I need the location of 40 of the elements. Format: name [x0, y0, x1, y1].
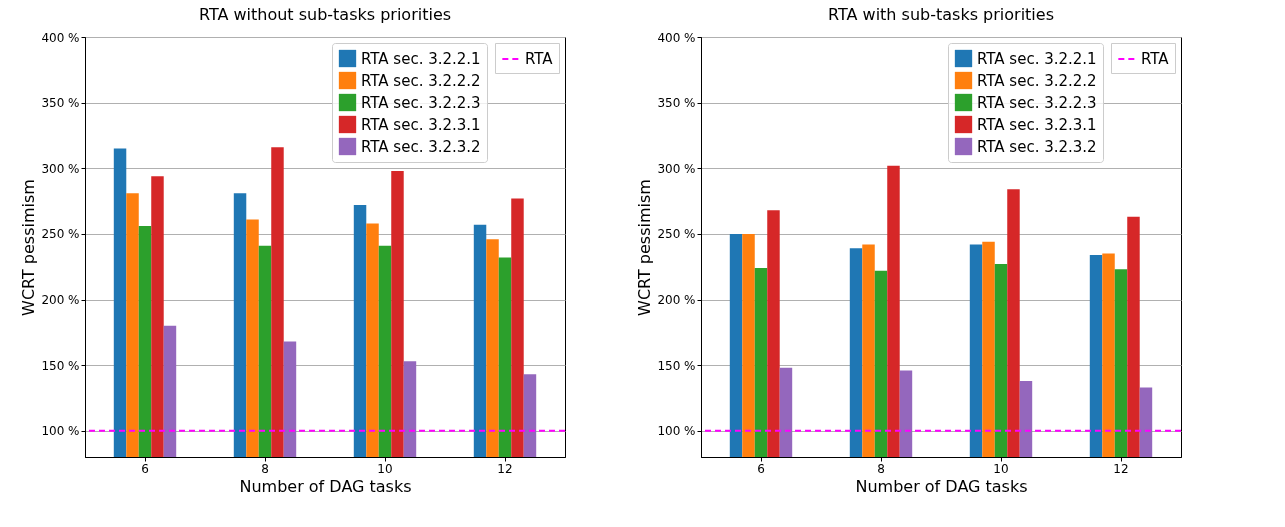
y-tick-label: 200 %: [657, 293, 696, 307]
x-tick-label: 8: [261, 461, 269, 476]
y-axis-title: WCRT pessimism: [635, 179, 655, 316]
y-tick-label: 100 %: [657, 424, 696, 439]
chart-title: RTA without sub-tasks priorities: [198, 5, 452, 24]
y-tick-label: 250 %: [657, 227, 696, 242]
legend-label: RTA: [525, 50, 554, 68]
legend-label: RTA sec. 3.2.3.2: [361, 137, 481, 156]
legend-label: RTA sec. 3.2.2.2: [361, 71, 481, 90]
x-axis-title: Number of DAG tasks: [239, 476, 412, 496]
y-tick-label: 100 %: [41, 424, 80, 439]
legend-label: RTA sec. 3.2.2.2: [977, 71, 1097, 90]
legend-label: RTA sec. 3.2.2.1: [361, 49, 481, 68]
legend-label: RTA sec. 3.2.2.3: [977, 93, 1097, 112]
x-tick-label: 12: [497, 461, 513, 476]
y-tick-label: 400 %: [657, 30, 696, 45]
legend-label: RTA sec. 3.2.2.3: [361, 93, 481, 112]
y-tick-label: 200 %: [41, 293, 80, 307]
x-tick-label: 6: [757, 461, 765, 476]
y-tick-label: 350 %: [657, 96, 696, 111]
y-axis-title: WCRT pessimism: [19, 179, 39, 316]
legend-label: RTA sec. 3.2.3.2: [977, 137, 1097, 156]
x-tick-label: 12: [1113, 461, 1129, 476]
y-tick-label: 150 %: [657, 358, 696, 373]
legend-label: RTA sec. 3.2.2.1: [977, 49, 1097, 68]
y-tick-label: 300 %: [41, 161, 80, 176]
y-tick-label: 400 %: [41, 30, 80, 45]
y-tick-label: 150 %: [41, 358, 80, 373]
x-tick-label: 10: [993, 461, 1009, 476]
legend-label: RTA sec. 3.2.3.1: [361, 115, 481, 134]
chart-title: RTA with sub-tasks priorities: [828, 5, 1054, 24]
y-tick-label: 300 %: [657, 161, 696, 176]
x-tick-label: 6: [141, 461, 149, 476]
y-tick-label: 350 %: [41, 96, 80, 111]
x-axis-title: Number of DAG tasks: [855, 476, 1028, 496]
x-tick-label: 10: [377, 461, 393, 476]
x-tick-label: 8: [877, 461, 885, 476]
y-tick-label: 250 %: [41, 227, 80, 242]
legend-label: RTA sec. 3.2.3.1: [977, 115, 1097, 134]
legend-label: RTA: [1141, 50, 1170, 68]
